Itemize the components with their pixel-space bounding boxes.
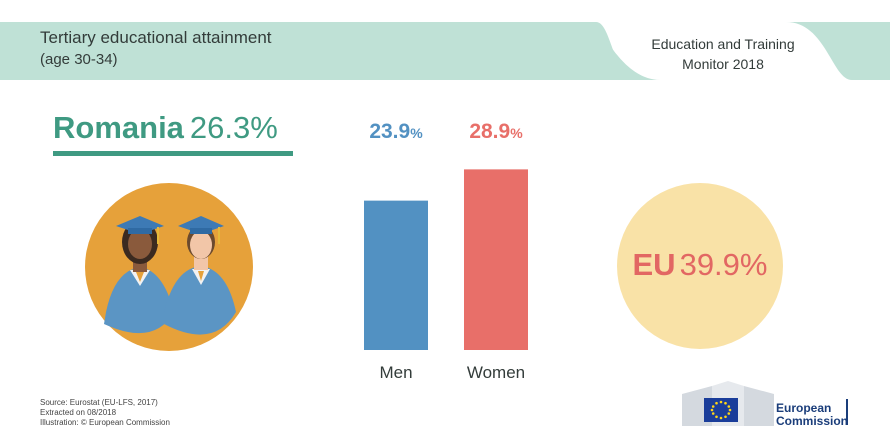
publication-line-2: Monitor 2018 <box>682 56 764 72</box>
bar-men <box>364 200 428 350</box>
header-band-fill <box>0 22 660 80</box>
source-line: Source: Eurostat (EU-LFS, 2017) <box>40 398 158 407</box>
graduates-icon <box>85 183 253 351</box>
graduate-left-tie <box>136 272 144 282</box>
graduate-right-tie <box>198 271 204 281</box>
illustration-credit-line: Illustration: © European Commission <box>40 418 170 427</box>
header-band <box>0 22 890 80</box>
graduate-left-face <box>128 229 152 259</box>
eu-value: 39.9% <box>679 247 768 282</box>
publication-name: Education and Training Monitor 2018 <box>628 34 818 74</box>
ec-logo-icon <box>682 381 774 426</box>
ec-wordmark-line-1: European <box>776 401 832 415</box>
country-value: 26.3% <box>189 110 278 145</box>
graduate-right-cap-band <box>190 228 212 234</box>
header-band-right <box>786 22 890 80</box>
ec-wordmark-bar <box>846 399 848 425</box>
bars-group: 23.9% Men 28.9% Women <box>364 120 528 382</box>
graduate-left-gown <box>104 268 174 334</box>
source-note: Source: Eurostat (EU-LFS, 2017) Extracte… <box>40 398 170 428</box>
eu-value-label: EU 39.9% <box>617 243 783 287</box>
country-headline: Romania 26.3% <box>53 108 278 148</box>
publication-line-1: Education and Training <box>651 36 795 52</box>
value-label-women: 28.9% <box>469 120 523 143</box>
gender-bar-chart: 23.9% Men 28.9% Women <box>364 120 528 382</box>
graduate-left-cap-band <box>128 228 152 234</box>
graduate-right-face <box>190 231 212 259</box>
eu-flag-stars-icon <box>710 400 732 420</box>
extraction-line: Extracted on 08/2018 <box>40 408 117 417</box>
value-label-men: 23.9% <box>369 120 423 143</box>
ec-wordmark: European Commission <box>776 402 848 428</box>
category-label-men: Men <box>379 363 412 382</box>
eu-circle <box>617 183 783 349</box>
eu-code: EU <box>632 247 676 282</box>
bar-women <box>464 169 528 350</box>
page-title: Tertiary educational attainment <box>40 28 272 47</box>
ec-logo-building-right <box>744 386 774 426</box>
graduate-right-gown <box>164 267 236 335</box>
graduate-right-neck <box>194 256 208 270</box>
ec-wordmark-line-2: Commission <box>776 414 849 428</box>
country-name: Romania <box>53 110 184 145</box>
page-subtitle: (age 30-34) <box>40 51 118 68</box>
country-underline <box>53 151 293 156</box>
graduate-right-cap <box>178 216 224 234</box>
category-label-women: Women <box>467 363 525 382</box>
